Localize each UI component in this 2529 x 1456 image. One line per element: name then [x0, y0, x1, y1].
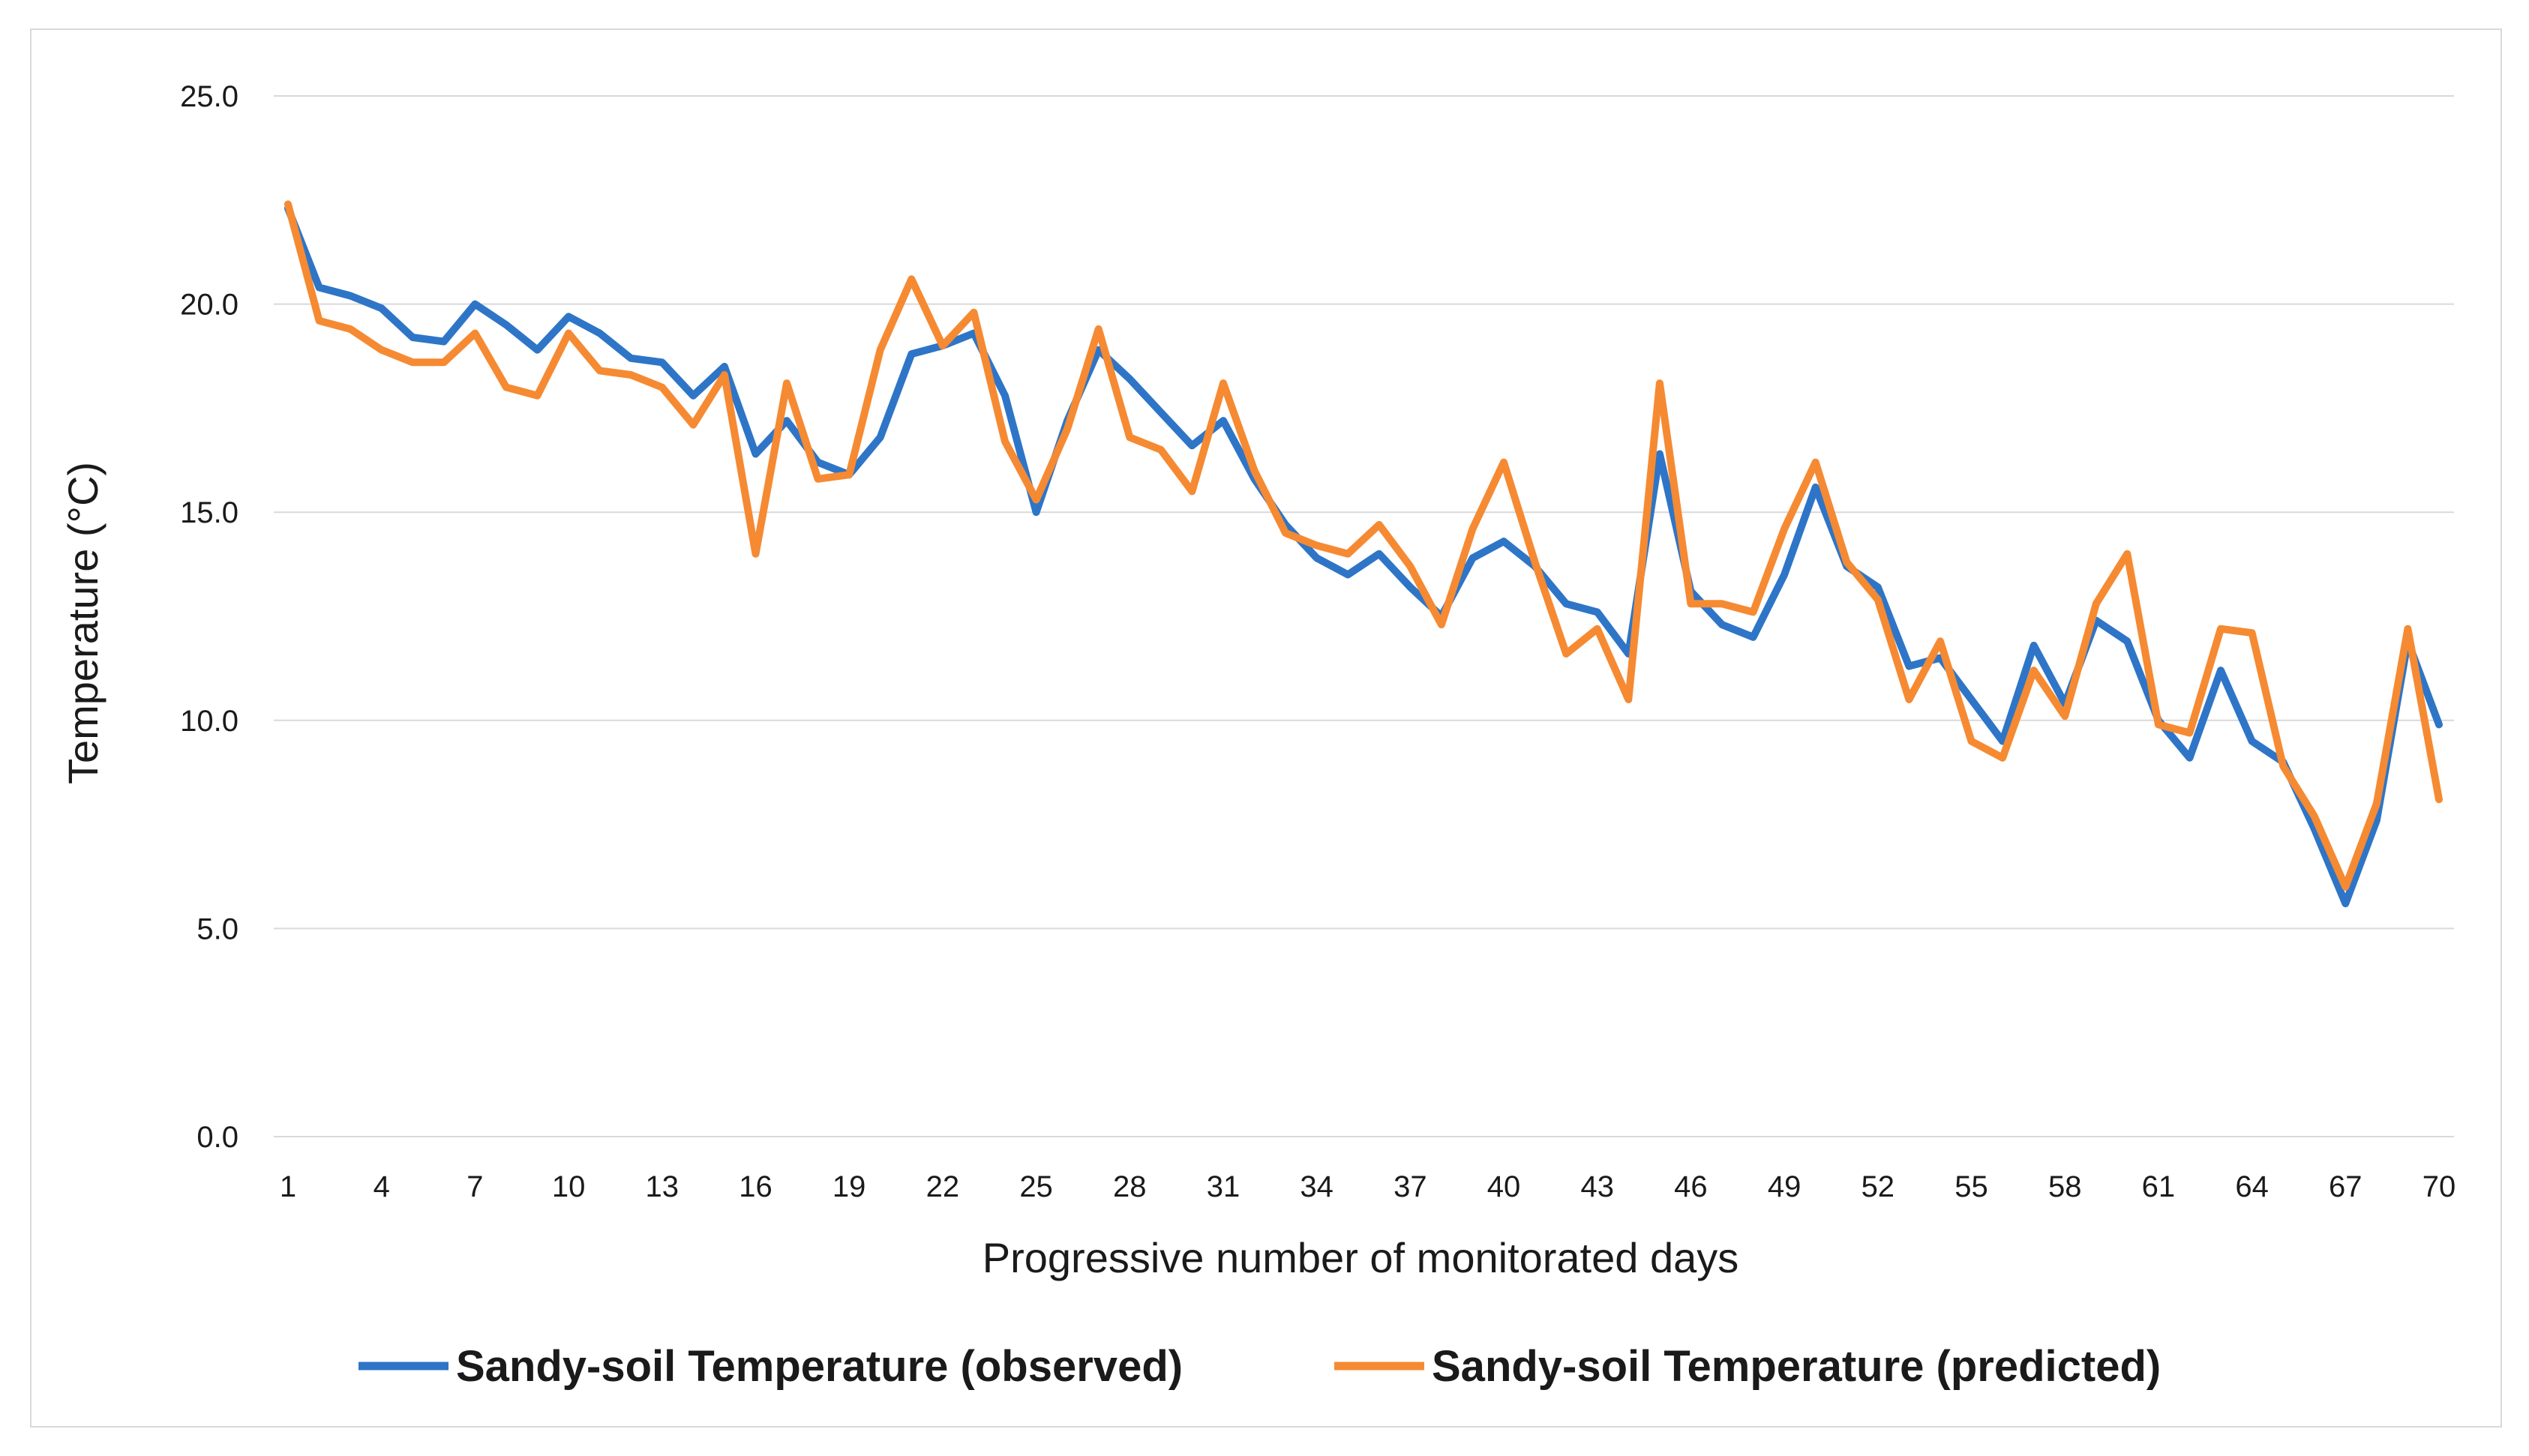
- x-tick-label: 19: [832, 1170, 866, 1203]
- y-tick-label: 20.0: [180, 289, 238, 322]
- legend-label-predicted: Sandy-soil Temperature (predicted): [1432, 1342, 2161, 1391]
- y-tick-label: 5.0: [196, 912, 238, 945]
- x-tick-label: 10: [552, 1170, 586, 1203]
- x-tick-label: 43: [1580, 1170, 1614, 1203]
- x-tick-label: 46: [1674, 1170, 1708, 1203]
- x-tick-label: 37: [1394, 1170, 1427, 1203]
- x-tick-label: 28: [1113, 1170, 1147, 1203]
- legend: Sandy-soil Temperature (observed) Sandy-…: [358, 1342, 2161, 1391]
- y-tick-label: 0.0: [196, 1121, 238, 1154]
- y-axis-title: Temperature (°C): [59, 462, 106, 784]
- x-tick-label: 25: [1019, 1170, 1053, 1203]
- x-tick-label: 31: [1207, 1170, 1240, 1203]
- x-tick-label: 61: [2142, 1170, 2176, 1203]
- legend-label-observed: Sandy-soil Temperature (observed): [456, 1342, 1183, 1391]
- x-tick-label: 55: [1954, 1170, 1988, 1203]
- x-tick-label: 34: [1300, 1170, 1334, 1203]
- series-line-observed: [284, 204, 2443, 908]
- x-tick-label: 70: [2422, 1170, 2456, 1203]
- y-axis-ticks: 0.0 5.0 10.0 15.0 20.0 25.0: [180, 80, 238, 1154]
- y-tick-label: 25.0: [180, 80, 238, 113]
- x-tick-label: 1: [280, 1170, 296, 1203]
- x-axis-ticks: 1 4 7 10 13 16 19 22 25 28 31 34 37 40 43 46 49 52 55 58 61 6…: [280, 1170, 2456, 1203]
- gridlines: [274, 95, 2454, 1137]
- x-axis-title: Progressive number of monitorated days: [982, 1234, 1739, 1281]
- x-tick-label: 49: [1768, 1170, 1802, 1203]
- x-tick-label: 22: [926, 1170, 960, 1203]
- x-tick-label: 16: [739, 1170, 772, 1203]
- x-tick-label: 64: [2235, 1170, 2269, 1203]
- x-tick-label: 58: [2048, 1170, 2082, 1203]
- x-tick-label: 40: [1487, 1170, 1521, 1203]
- series-line-predicted: [284, 200, 2443, 891]
- x-tick-label: 7: [466, 1170, 483, 1203]
- chart-frame: [30, 28, 2502, 1428]
- x-tick-label: 52: [1862, 1170, 1895, 1203]
- x-tick-label: 67: [2329, 1170, 2362, 1203]
- x-tick-label: 4: [374, 1170, 390, 1203]
- series-lines: [284, 200, 2443, 908]
- x-tick-label: 13: [646, 1170, 680, 1203]
- y-tick-label: 15.0: [180, 496, 238, 529]
- y-tick-label: 10.0: [180, 705, 238, 738]
